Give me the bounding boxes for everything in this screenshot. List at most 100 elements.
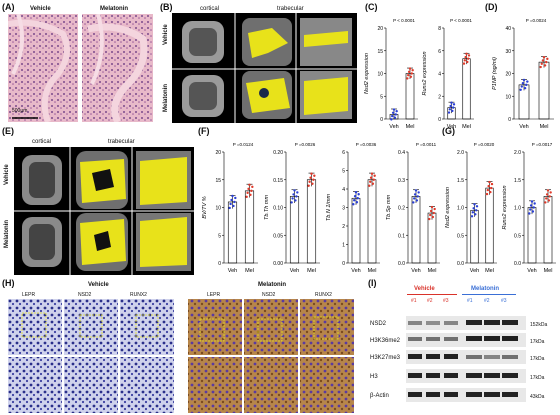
- data-point: [413, 197, 416, 200]
- x-tick-label: Mel: [245, 268, 254, 274]
- bar: [306, 179, 317, 264]
- data-point: [547, 199, 551, 202]
- x-tick-label: Mel: [406, 124, 415, 130]
- y-tick-label: 20: [215, 150, 221, 156]
- y-axis-label: P1NP (ng/ml): [492, 57, 498, 90]
- data-point: [528, 212, 531, 215]
- bar: [485, 187, 494, 264]
- x-tick-label: Veh: [527, 268, 536, 274]
- p-value-label: P =0.0020: [474, 142, 495, 147]
- data-point: [407, 73, 410, 77]
- chart-d-p1np: 0 10 20 30 40 P1NP (ng/ml) Veh Mel P =0.0024: [492, 18, 554, 130]
- data-point: [249, 193, 252, 197]
- panel-i-lane-2: #2: [427, 298, 433, 304]
- data-point: [390, 118, 393, 121]
- y-axis-label: Nsd2 expression: [364, 53, 370, 94]
- panel-e-trabecular-label: trabecular: [108, 139, 135, 145]
- chart-c-nsd2: 0 5 10 15 20 Nsd2 expression Veh Mel P < 0.0001: [364, 18, 418, 130]
- data-point: [544, 201, 547, 204]
- data-point: [463, 59, 467, 62]
- y-tick-label: 0.00: [273, 261, 283, 267]
- data-point: [413, 193, 417, 196]
- chart-g-nsd2: 0.0 0.5 1.0 1.5 2.0 Nsd2 expression Veh Mel P =0…: [445, 142, 497, 274]
- data-point: [234, 196, 237, 200]
- data-point: [447, 111, 451, 114]
- data-point: [250, 189, 253, 193]
- data-point: [448, 108, 452, 111]
- x-tick-label: Veh: [411, 268, 420, 274]
- data-point: [394, 113, 397, 116]
- data-point: [541, 59, 545, 62]
- data-point: [311, 182, 314, 185]
- x-tick-label: Veh: [389, 124, 398, 130]
- y-tick-label: 0.1: [398, 233, 405, 239]
- y-tick-label: 0.10: [273, 206, 283, 212]
- data-point: [395, 109, 398, 113]
- data-point: [372, 178, 375, 181]
- y-tick-label: 1: [342, 243, 345, 249]
- p-value-label: P =0.0011: [416, 142, 437, 147]
- data-point: [466, 60, 469, 64]
- chart-g-runx2: 0.0 0.5 1.0 1.5 2.0 Runx2 expression Veh Mel P =…: [502, 142, 556, 274]
- p-value-label: P =0.0036: [356, 142, 377, 147]
- y-tick-label: 30: [505, 49, 511, 55]
- x-tick-label: Veh: [470, 268, 479, 274]
- data-point: [472, 207, 475, 210]
- data-point: [474, 209, 478, 212]
- panel-i-lane-6: #3: [501, 298, 507, 304]
- data-point: [371, 182, 375, 185]
- p-value-label: P =0.0017: [532, 142, 553, 147]
- y-axis-label: Nsd2 expression: [445, 187, 451, 228]
- y-axis-label: Tb.Sp mm: [386, 194, 392, 220]
- data-point: [417, 191, 420, 194]
- panel-i-vehicle-rule: [407, 294, 457, 295]
- panel-label-e: (E): [2, 126, 14, 136]
- y-tick-label: 0: [380, 117, 383, 123]
- data-point: [543, 64, 547, 67]
- y-tick-label: 5: [380, 94, 383, 100]
- y-tick-label: 5: [218, 233, 221, 239]
- data-point: [430, 205, 434, 209]
- data-point: [521, 82, 525, 85]
- x-tick-label: Veh: [447, 124, 456, 130]
- panel-label-a: (A): [2, 2, 15, 12]
- data-point: [307, 184, 310, 187]
- data-point: [356, 197, 359, 200]
- data-point: [231, 194, 234, 198]
- panel-b-trabecular-label: trabecular: [277, 6, 304, 12]
- panel-e-microct-images: [14, 147, 194, 275]
- x-tick-label: Veh: [290, 268, 299, 274]
- y-tick-label: 0.5: [514, 233, 521, 239]
- x-tick-label: Veh: [519, 124, 528, 130]
- data-point: [546, 57, 549, 61]
- panel-h-col-runx2-1: RUNX2: [130, 292, 147, 298]
- data-point: [465, 52, 468, 55]
- y-tick-label: 0: [438, 117, 441, 123]
- panel-e-vehicle-row-label: Vehicle: [4, 164, 10, 185]
- data-point: [246, 191, 249, 195]
- data-point: [525, 83, 528, 87]
- data-point: [352, 203, 355, 206]
- data-point: [519, 88, 522, 91]
- p-value-label: P =0.0024: [526, 18, 547, 23]
- data-point: [475, 205, 479, 208]
- data-point: [485, 192, 489, 196]
- panel-b-cortical-label: cortical: [200, 6, 220, 12]
- panel-h-col-nsd2-2: NSD2: [262, 292, 276, 298]
- y-tick-label: 1.5: [457, 178, 464, 184]
- y-tick-label: 2.0: [457, 150, 464, 156]
- panel-i-lane-5: #2: [484, 298, 490, 304]
- data-point: [474, 213, 477, 216]
- data-point: [462, 62, 466, 65]
- y-tick-label: 3: [342, 206, 345, 212]
- y-tick-label: 0.3: [398, 178, 405, 184]
- panel-label-h: (H): [2, 278, 15, 288]
- panel-label-d: (D): [485, 2, 498, 12]
- data-point: [414, 189, 418, 192]
- data-point: [353, 199, 356, 202]
- data-point: [294, 199, 297, 202]
- y-tick-label: 0.15: [273, 178, 283, 184]
- data-point: [540, 62, 543, 65]
- data-point: [229, 202, 232, 206]
- panel-label-f: (F): [198, 126, 210, 136]
